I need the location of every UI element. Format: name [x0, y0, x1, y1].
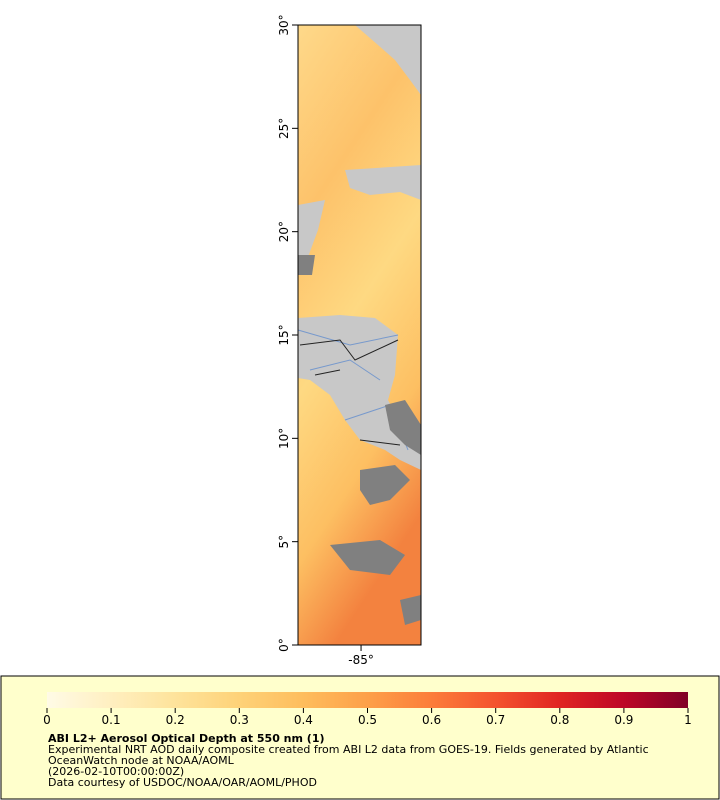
legend-title: ABI L2+ Aerosol Optical Depth at 550 nm … [48, 732, 325, 745]
border [299, 339, 401, 446]
land-dark [385, 400, 421, 455]
colorbar-tick-label: 0.6 [422, 713, 441, 727]
land-dark [298, 255, 421, 625]
colorbar-tick-label: 0.1 [102, 713, 121, 727]
colorbar-tick-label: 0.4 [294, 713, 313, 727]
colorbar-tick-label: 0.9 [614, 713, 633, 727]
colorbar-tick-label: 0.5 [358, 713, 377, 727]
legend-line: Experimental NRT AOD daily composite cre… [48, 743, 649, 756]
legend-line: (2026-02-10T00:00:00Z) [48, 765, 184, 778]
lat-tick-label: 5° [277, 535, 291, 549]
axes: 0° 5° 10° 15° 20° 25° 30° -85° [277, 14, 374, 667]
lat-tick-label: 15° [277, 324, 291, 345]
land [355, 25, 421, 95]
legend-line: OceanWatch node at NOAA/AOML [48, 754, 235, 767]
colorbar [47, 692, 688, 708]
colorbar-tick-label: 0 [43, 713, 51, 727]
colorbar-ticks: 0 0.1 0.2 0.3 0.4 0.5 0.6 0.7 0.8 0.9 1 [43, 708, 692, 727]
lat-tick-label: 0° [277, 638, 291, 652]
colorbar-tick-label: 0.8 [550, 713, 569, 727]
map [297, 24, 422, 646]
land [345, 165, 421, 200]
lat-tick-label: 20° [277, 221, 291, 242]
legend-line: Data courtesy of USDOC/NOAA/OAR/AOML/PHO… [48, 776, 317, 789]
lat-tick-label: 10° [277, 428, 291, 449]
lat-tick-label: 25° [277, 118, 291, 139]
lat-tick-label: 30° [277, 14, 291, 35]
land [298, 315, 421, 470]
colorbar-tick-label: 0.7 [486, 713, 505, 727]
colorbar-tick-label: 1 [684, 713, 692, 727]
colorbar-tick-label: 0.2 [166, 713, 185, 727]
land [298, 200, 325, 270]
lon-tick-label: -85° [348, 653, 374, 667]
colorbar-tick-label: 0.3 [230, 713, 249, 727]
